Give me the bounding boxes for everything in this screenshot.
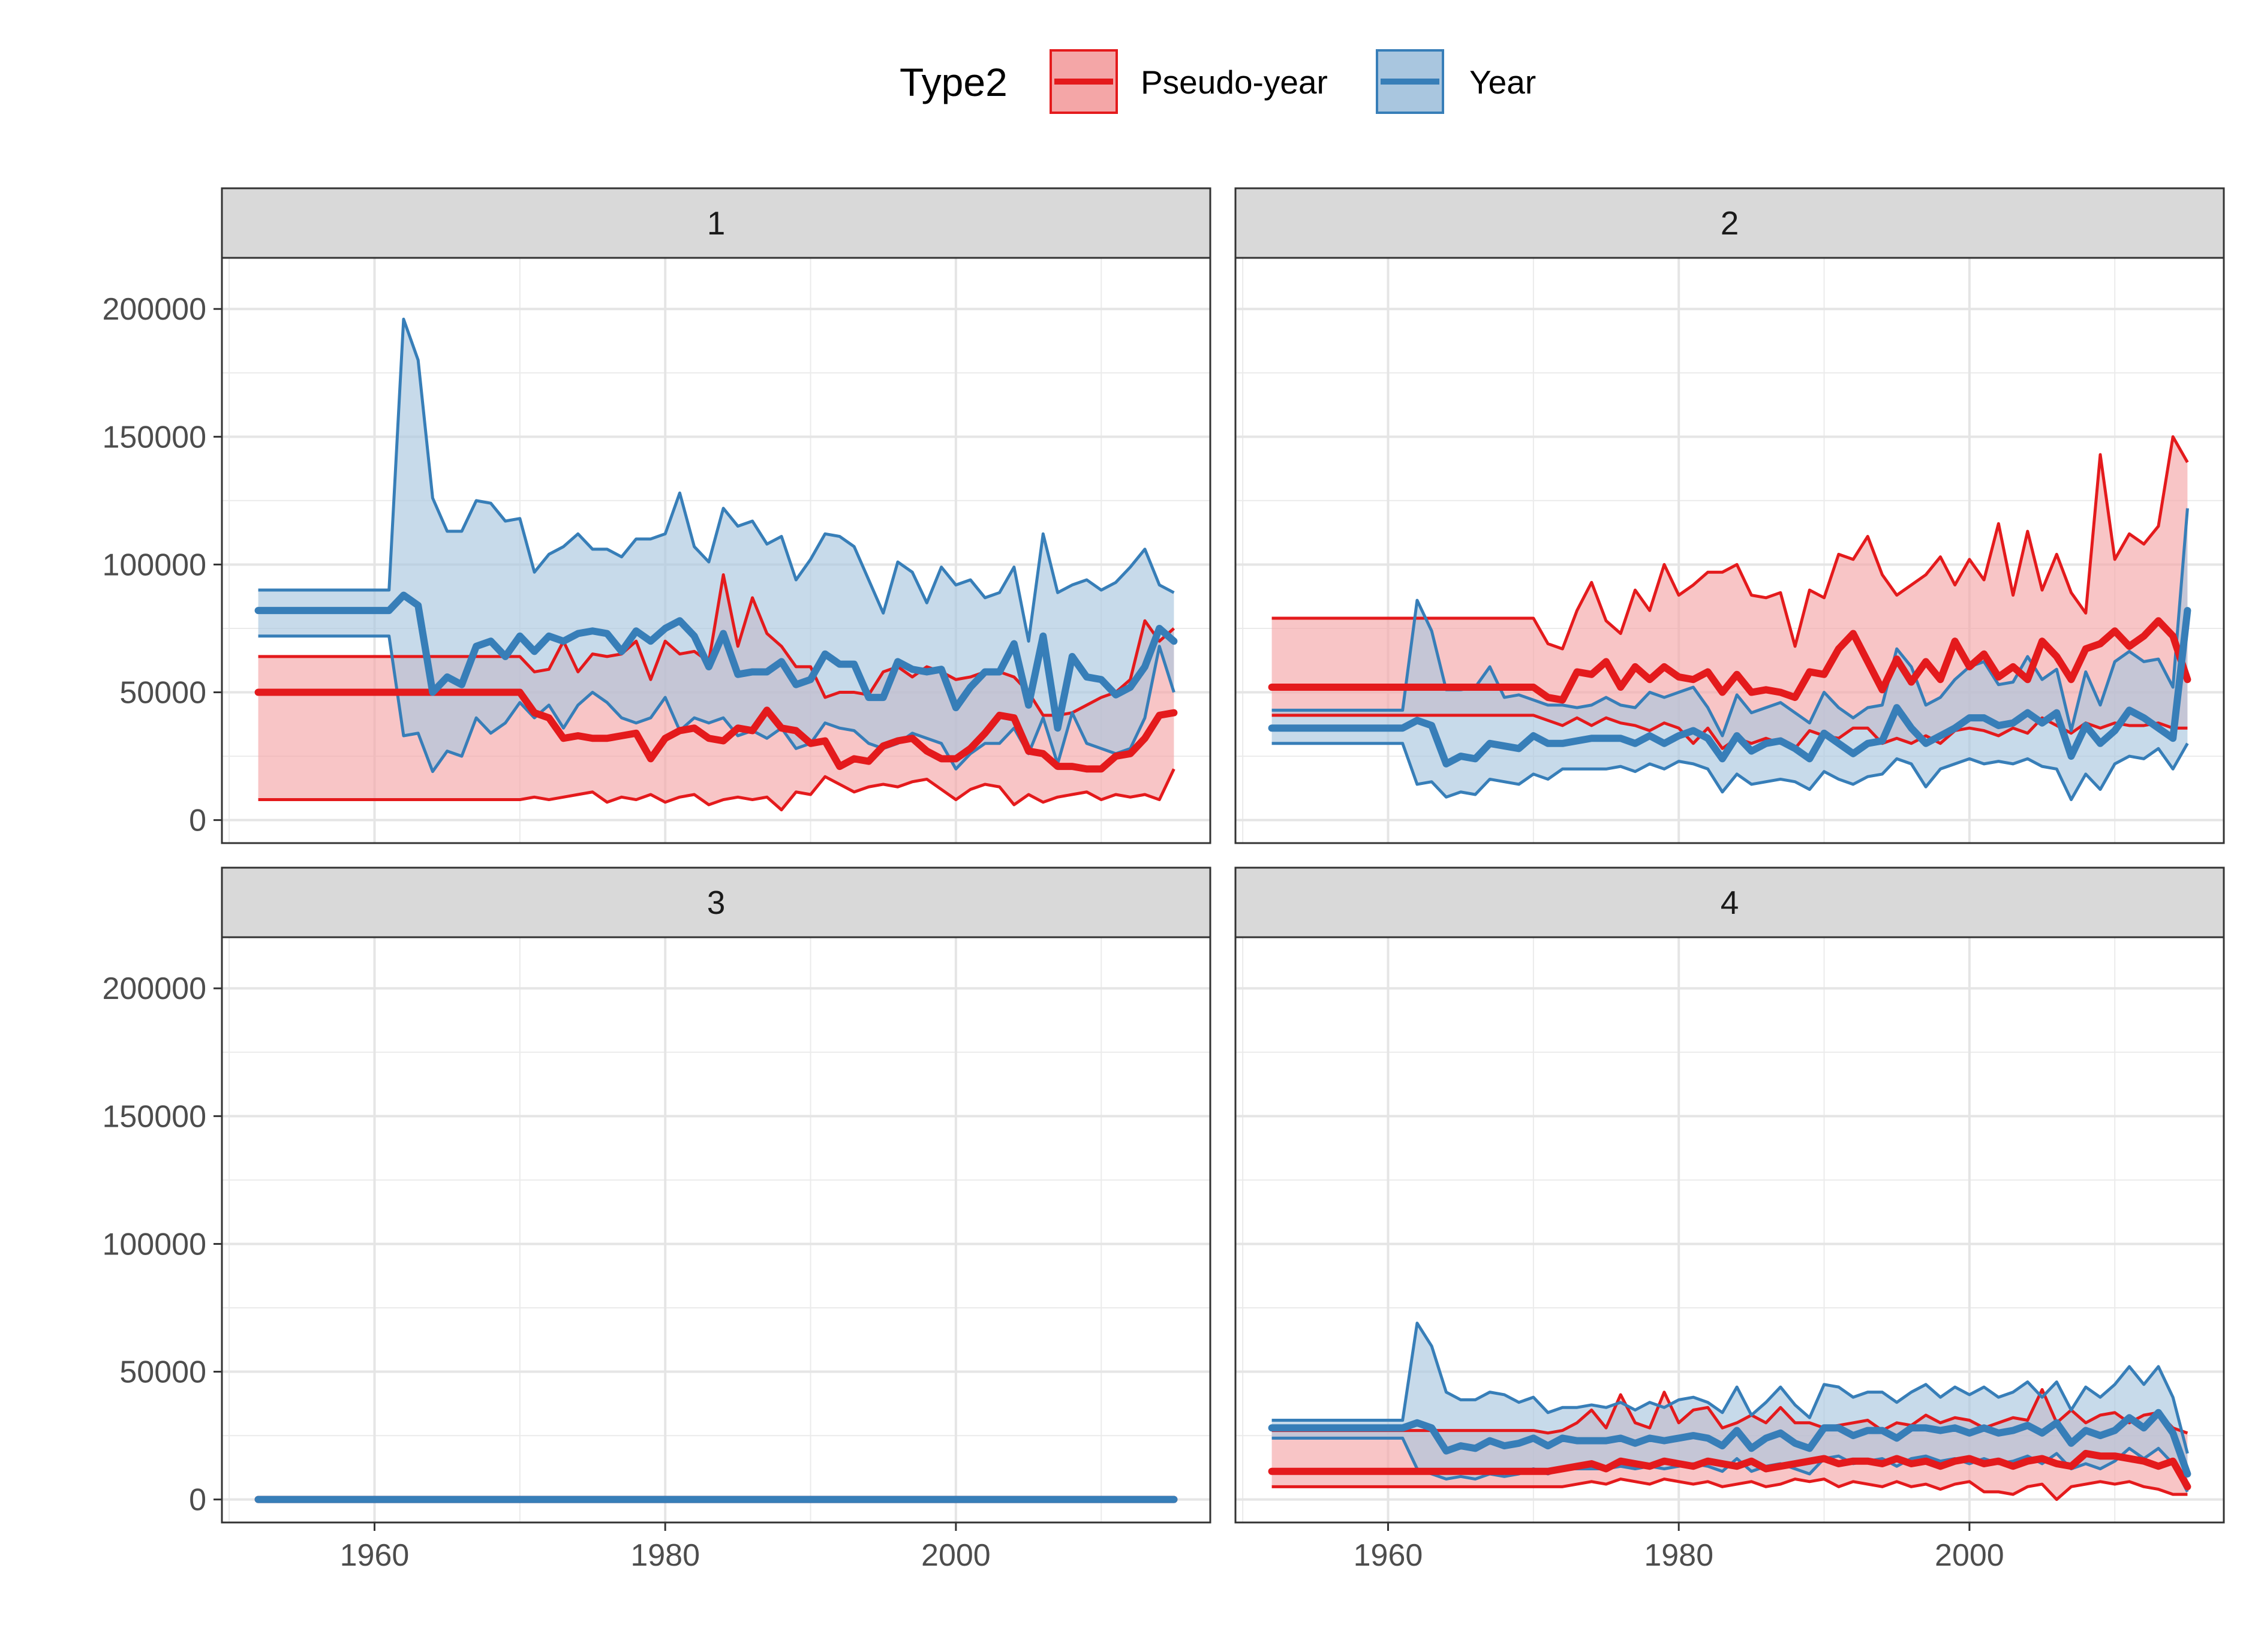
- facet-panel-4: 4 1960 1980 2000: [1234, 866, 2225, 1573]
- legend-key-year: [1376, 49, 1444, 114]
- bound-line-high-pseudo-year: [1271, 1388, 2188, 1435]
- x-tick-label: 1980: [630, 1538, 700, 1573]
- y-tick-label: 200000: [102, 971, 206, 1006]
- legend-title: Type2: [900, 60, 1008, 104]
- series-line-year: [1268, 1409, 2191, 1478]
- bound-line-high-pseudo-year: [1271, 435, 2189, 651]
- bound-line-low-pseudo-year: [1271, 1478, 2188, 1501]
- y-tick-label: 0: [189, 804, 206, 838]
- x-tick-label: 1980: [1644, 1538, 1713, 1573]
- panel-border: [1234, 257, 2225, 844]
- y-tick-label: 200000: [102, 292, 206, 327]
- facet-strip-label: 1: [707, 204, 726, 242]
- ribbon-pseudo-year: [1271, 437, 2188, 749]
- y-tick-label: 100000: [102, 1227, 206, 1262]
- facet-strip: [1234, 187, 2225, 259]
- ribbon-year: [258, 319, 1174, 772]
- series-line-pseudo-year: [254, 688, 1178, 773]
- ribbon-year: [1271, 1323, 2188, 1492]
- bound-line-high-year: [1271, 1322, 2189, 1454]
- x-tick-label: 2000: [1935, 1538, 2004, 1573]
- facet-strip: [221, 866, 1211, 938]
- panel-border: [221, 257, 1211, 844]
- bound-line-low-pseudo-year: [258, 768, 1175, 812]
- x-tick-label: 1960: [340, 1538, 410, 1573]
- series-line-pseudo-year: [1268, 1449, 2191, 1491]
- panel-border: [1234, 936, 2225, 1524]
- facet-strip-label: 2: [1721, 204, 1739, 242]
- facet-strip: [221, 187, 1211, 259]
- facet-panel-1: 1 0 50000 100000 150000 200000: [102, 187, 1211, 844]
- series-line-year: [1268, 607, 2191, 768]
- legend: Type2 Pseudo-year Year: [900, 49, 1536, 114]
- plot-area: [222, 937, 1210, 1522]
- legend-label-year: Year: [1469, 64, 1536, 101]
- panel-border: [221, 936, 1211, 1524]
- y-tick-label: 50000: [119, 676, 206, 711]
- y-tick-label: 150000: [102, 420, 206, 455]
- bound-line-high-year: [258, 317, 1175, 643]
- legend-label-pseudo-year: Pseudo-year: [1141, 64, 1328, 101]
- y-tick-label: 50000: [119, 1355, 206, 1390]
- bound-line-low-pseudo-year: [1271, 714, 2188, 750]
- legend-key-pseudo-year: [1050, 49, 1118, 114]
- y-tick-label: 150000: [102, 1099, 206, 1134]
- bound-line-low-year: [258, 634, 1175, 774]
- y-tick-label: 100000: [102, 547, 206, 582]
- series-line-year: [254, 591, 1178, 732]
- x-tick-label: 2000: [921, 1538, 991, 1573]
- facet-strip-label: 4: [1721, 884, 1739, 921]
- x-tick-label: 1960: [1354, 1538, 1423, 1573]
- facet-panel-2: 2: [1234, 187, 2225, 844]
- y-tick-label: 0: [189, 1483, 206, 1518]
- facet-strip-label: 3: [707, 884, 726, 921]
- facet-panel-3: 3 0 50000 100000 150000 200000 1960 1980 2000: [102, 866, 1211, 1573]
- panels: 1050000100000150000200000230500001000001…: [102, 187, 2225, 1573]
- bound-line-low-year: [1271, 742, 2189, 802]
- series-line-pseudo-year: [1268, 617, 2191, 704]
- bound-line-high-year: [1271, 508, 2189, 738]
